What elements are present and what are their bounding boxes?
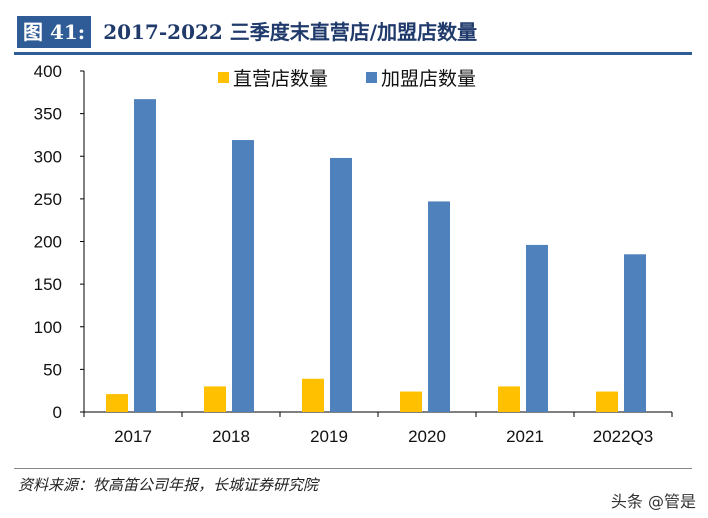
x-tick-label: 2022Q3: [593, 427, 654, 446]
source-note: 资料来源：牧高笛公司年报，长城证券研究院: [18, 476, 319, 494]
y-tick-label: 200: [34, 233, 62, 252]
footer-divider: [14, 468, 692, 469]
legend-label-franchise: 加盟店数量: [381, 68, 477, 90]
bar-direct-2020: [400, 391, 422, 412]
y-tick-label: 300: [34, 147, 62, 166]
y-tick-label: 0: [53, 403, 62, 422]
bar-direct-2018: [204, 386, 226, 412]
legend-swatch-franchise: [366, 72, 378, 83]
y-tick-label: 350: [34, 105, 62, 124]
chart-title: 2017-2022 三季度末直营店/加盟店数量: [103, 20, 478, 44]
title-divider: [14, 52, 692, 55]
y-tick-label: 150: [34, 275, 62, 294]
x-tick-label: 2019: [310, 427, 348, 446]
x-tick-label: 2018: [212, 427, 250, 446]
legend-label-direct: 直营店数量: [233, 68, 329, 90]
bar-franchise-2020: [428, 201, 450, 412]
x-tick-label: 2017: [114, 427, 152, 446]
bar-direct-2021: [498, 386, 520, 412]
y-tick-label: 400: [34, 62, 62, 81]
y-tick-label: 100: [34, 318, 62, 337]
figure-label: 图 41:: [17, 16, 92, 48]
watermark: 头条 @管是: [610, 492, 696, 511]
bar-direct-2017: [106, 394, 128, 412]
legend: 直营店数量 加盟店数量: [218, 64, 476, 91]
legend-swatch-direct: [218, 72, 229, 83]
x-tick-label: 2021: [506, 427, 544, 446]
y-tick-label: 250: [34, 190, 62, 209]
legend-item-direct: 直营店数量: [218, 64, 328, 91]
bar-direct-2019: [302, 378, 324, 412]
bar-franchise-2018: [232, 140, 254, 413]
bar-franchise-2019: [330, 157, 352, 412]
bar-franchise-2021: [526, 244, 548, 412]
legend-item-franchise: 加盟店数量: [366, 64, 476, 91]
bar-franchise-2022Q3: [624, 254, 646, 412]
bar-franchise-2017: [134, 99, 156, 412]
header: 图 41: 2017-2022 三季度末直营店/加盟店数量: [17, 16, 477, 48]
bar-direct-2022Q3: [596, 391, 618, 412]
x-tick-label: 2020: [408, 427, 446, 446]
y-tick-label: 50: [43, 360, 62, 379]
